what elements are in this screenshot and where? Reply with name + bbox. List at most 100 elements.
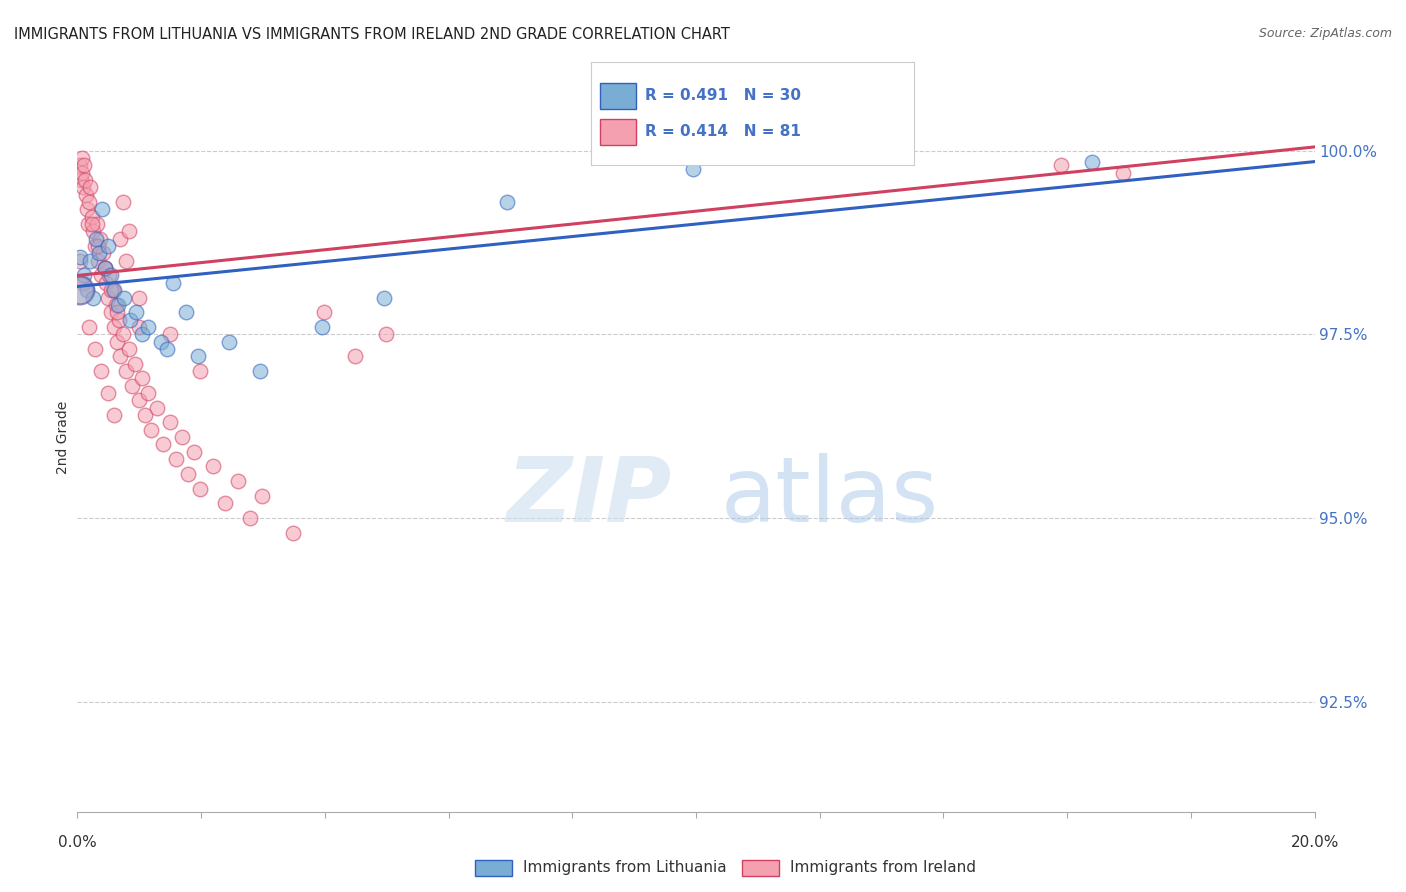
Point [87, 253, 110, 268]
Point [252, 489, 274, 503]
Point [121, 378, 143, 392]
Point [93, 261, 115, 276]
Point [87, 239, 110, 253]
Point [103, 408, 125, 422]
Point [103, 283, 125, 297]
Point [118, 224, 141, 238]
Point [131, 327, 153, 342]
Point [79, 253, 101, 268]
Point [108, 232, 131, 246]
Point [100, 283, 122, 297]
Point [72, 268, 94, 283]
Point [107, 298, 129, 312]
Point [183, 444, 205, 458]
Point [97, 239, 120, 253]
Point [90, 364, 112, 378]
Point [139, 423, 162, 437]
Point [1081, 154, 1104, 169]
Point [86, 217, 108, 231]
Point [104, 298, 127, 312]
Point [76, 283, 98, 297]
Point [239, 511, 262, 525]
Point [159, 327, 181, 342]
Point [138, 319, 160, 334]
Point [76, 217, 98, 231]
Point [1112, 166, 1135, 180]
Point [170, 430, 193, 444]
Point [165, 452, 187, 467]
Point [214, 496, 236, 510]
Point [100, 268, 122, 283]
Point [118, 342, 141, 356]
Text: Source: ZipAtlas.com: Source: ZipAtlas.com [1258, 27, 1392, 40]
Point [226, 474, 249, 488]
Point [76, 202, 98, 217]
Point [100, 305, 122, 319]
Point [115, 253, 138, 268]
Point [112, 327, 135, 342]
Point [93, 261, 115, 276]
Point [82, 217, 104, 231]
Text: ZIP: ZIP [506, 453, 671, 541]
Point [283, 525, 305, 540]
Point [90, 268, 112, 283]
Point [218, 334, 240, 349]
Point [101, 283, 124, 297]
Point [97, 291, 120, 305]
Point [128, 393, 150, 408]
Point [82, 291, 104, 305]
Point [128, 291, 150, 305]
Point [72, 180, 94, 194]
Point [75, 187, 97, 202]
Y-axis label: 2nd Grade: 2nd Grade [56, 401, 70, 474]
FancyBboxPatch shape [600, 119, 636, 145]
Point [496, 194, 519, 209]
Text: 0.0%: 0.0% [58, 836, 97, 850]
Point [91, 246, 114, 260]
Point [136, 386, 159, 401]
Text: R = 0.491   N = 30: R = 0.491 N = 30 [645, 88, 801, 103]
Point [82, 210, 104, 224]
Point [84, 239, 107, 253]
Point [131, 371, 153, 385]
Point [105, 305, 128, 319]
Point [190, 364, 212, 378]
Point [75, 173, 97, 187]
FancyBboxPatch shape [742, 860, 779, 876]
Point [77, 194, 100, 209]
Point [156, 342, 179, 356]
Point [77, 319, 100, 334]
Text: Immigrants from Lithuania: Immigrants from Lithuania [523, 861, 727, 875]
Point [112, 291, 135, 305]
Point [79, 180, 101, 194]
Text: 20.0%: 20.0% [1291, 836, 1339, 850]
Text: atlas: atlas [721, 453, 939, 541]
Point [146, 401, 169, 415]
Point [82, 224, 104, 238]
Point [177, 467, 200, 481]
Point [159, 416, 181, 430]
Point [134, 408, 156, 422]
Text: R = 0.414   N = 81: R = 0.414 N = 81 [645, 124, 801, 139]
Point [108, 349, 131, 363]
Point [314, 305, 336, 319]
Point [118, 312, 141, 326]
Point [115, 364, 138, 378]
Point [152, 437, 174, 451]
Point [201, 459, 224, 474]
Point [94, 261, 117, 276]
Point [72, 166, 94, 180]
Point [682, 161, 704, 176]
Point [87, 246, 110, 260]
Point [69, 253, 91, 268]
Point [105, 334, 128, 349]
Point [174, 305, 197, 319]
Point [70, 151, 93, 165]
Point [67, 283, 90, 297]
Point [103, 319, 125, 334]
Point [91, 202, 114, 217]
Point [128, 319, 150, 334]
Point [96, 276, 118, 290]
Point [344, 349, 367, 363]
Point [97, 386, 120, 401]
